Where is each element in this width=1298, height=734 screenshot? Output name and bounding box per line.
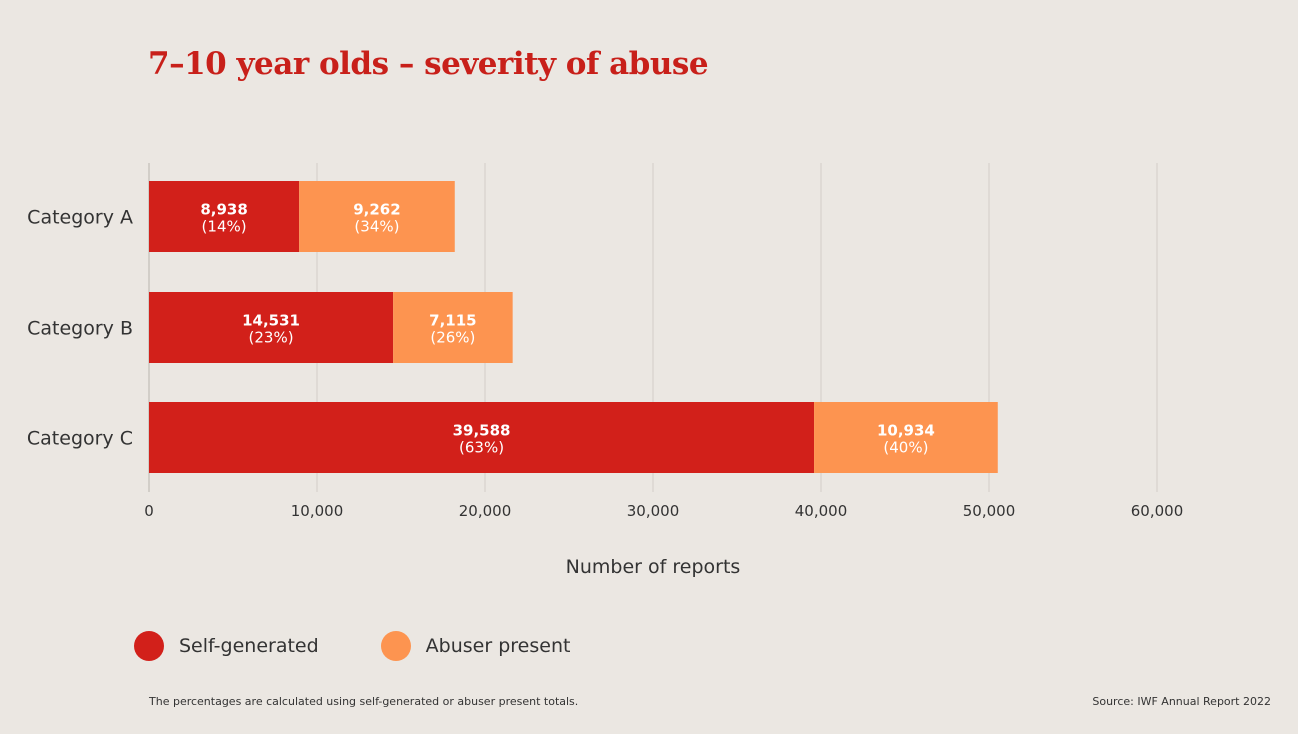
data-label-percent: (26%) bbox=[430, 329, 475, 347]
x-tick-label: 30,000 bbox=[627, 502, 680, 520]
source-note: Source: IWF Annual Report 2022 bbox=[1092, 695, 1271, 708]
category-label: Category A bbox=[27, 207, 133, 229]
footnote: The percentages are calculated using sel… bbox=[149, 695, 579, 708]
data-label-value: 7,115 bbox=[429, 312, 476, 330]
data-label-percent: (14%) bbox=[202, 218, 247, 236]
bar-chart: 8,938(14%) 9,262(34%) 14,531(23%) 7,115(26%… bbox=[27, 163, 1183, 578]
legend-swatch-self-generated bbox=[134, 631, 164, 661]
legend-item-abuser-present: Abuser present bbox=[380, 631, 571, 661]
bar-segment-self-generated bbox=[149, 292, 394, 363]
x-tick-label: 40,000 bbox=[795, 502, 848, 520]
x-tick-label: 10,000 bbox=[291, 502, 344, 520]
bar-segment-self-generated bbox=[149, 402, 815, 473]
x-axis-title: Number of reports bbox=[566, 556, 741, 578]
legend-label-abuser-present: Abuser present bbox=[425, 635, 571, 657]
bar-segment-self-generated bbox=[149, 181, 300, 252]
chart-title: 7–10 year olds – severity of abuse bbox=[148, 46, 709, 82]
bar-segment-abuser-present bbox=[299, 181, 455, 252]
bars: 8,938(14%) 9,262(34%) 14,531(23%) 7,115(26%… bbox=[149, 181, 998, 473]
category-labels: Category A Category B Category C bbox=[27, 207, 133, 450]
data-label-percent: (23%) bbox=[249, 329, 294, 347]
x-tick-label: 0 bbox=[144, 502, 154, 520]
x-tick-label: 20,000 bbox=[459, 502, 512, 520]
bar-segment-abuser-present bbox=[393, 292, 513, 363]
x-tick-label: 50,000 bbox=[963, 502, 1016, 520]
data-label-percent: (63%) bbox=[459, 439, 504, 457]
data-label-value: 10,934 bbox=[877, 422, 935, 440]
data-label-value: 9,262 bbox=[353, 201, 400, 219]
legend-swatch-abuser-present bbox=[380, 631, 411, 661]
data-label-percent: (34%) bbox=[354, 218, 399, 236]
bar-segment-abuser-present bbox=[814, 402, 998, 473]
category-label: Category C bbox=[27, 428, 133, 450]
data-label-value: 39,588 bbox=[453, 422, 511, 440]
data-label-value: 14,531 bbox=[242, 312, 300, 330]
legend-item-self-generated: Self-generated bbox=[134, 631, 319, 661]
legend: Self-generated Abuser present bbox=[134, 631, 632, 661]
data-label-percent: (40%) bbox=[883, 439, 928, 457]
data-label-value: 8,938 bbox=[200, 201, 247, 219]
legend-label-self-generated: Self-generated bbox=[179, 635, 319, 657]
x-tick-label: 60,000 bbox=[1131, 502, 1184, 520]
category-label: Category B bbox=[27, 318, 133, 340]
x-tick-labels: 0 10,000 20,000 30,000 40,000 50,000 60,000 bbox=[144, 502, 1183, 520]
